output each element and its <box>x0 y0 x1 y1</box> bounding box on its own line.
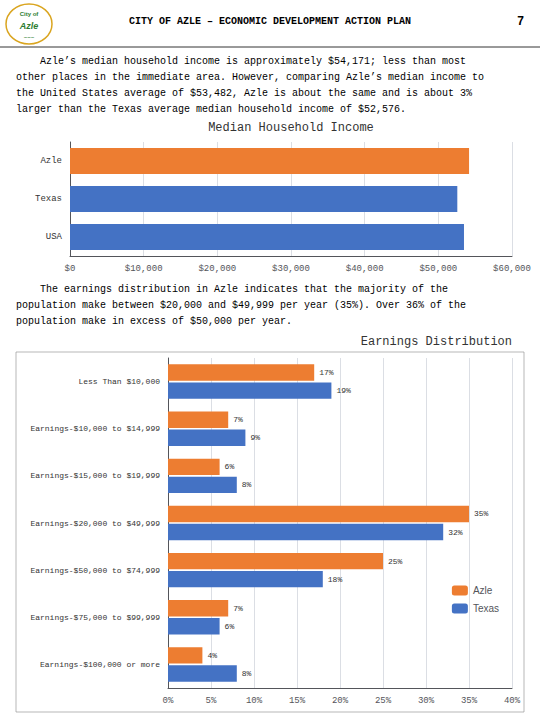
svg-text:$30,000: $30,000 <box>272 264 310 274</box>
svg-text:40%: 40% <box>504 696 521 706</box>
svg-text:$60,000: $60,000 <box>493 264 531 274</box>
svg-text:17%: 17% <box>319 368 334 377</box>
svg-text:population make in excess of $: population make in excess of $50,000 per… <box>16 316 292 327</box>
svg-text:19%: 19% <box>336 386 351 395</box>
svg-text:Earnings-$50,000 to $74,999: Earnings-$50,000 to $74,999 <box>30 566 160 575</box>
svg-text:Earnings-$10,000 to $14,999: Earnings-$10,000 to $14,999 <box>30 424 160 433</box>
svg-text:6%: 6% <box>225 622 235 631</box>
svg-text:9%: 9% <box>250 433 260 442</box>
svg-text:5%: 5% <box>206 696 217 706</box>
svg-text:Azle: Azle <box>19 21 39 31</box>
svg-text:USA: USA <box>46 232 63 242</box>
svg-text:32%: 32% <box>448 528 463 537</box>
svg-text:25%: 25% <box>375 696 392 706</box>
svg-text:6%: 6% <box>225 462 235 471</box>
svg-text:Earnings-$100,000 or more: Earnings-$100,000 or more <box>40 660 160 669</box>
svg-text:$40,000: $40,000 <box>346 264 384 274</box>
svg-text:~~~: ~~~ <box>24 34 35 40</box>
svg-text:18%: 18% <box>328 575 343 584</box>
svg-text:7%: 7% <box>233 415 243 424</box>
svg-text:Earnings-$75,000 to $99,999: Earnings-$75,000 to $99,999 <box>30 613 160 622</box>
svg-text:Texas: Texas <box>473 603 499 614</box>
svg-text:35%: 35% <box>474 509 489 518</box>
svg-text:Earnings Distribution: Earnings Distribution <box>361 335 512 349</box>
svg-text:30%: 30% <box>418 696 435 706</box>
svg-text:15%: 15% <box>289 696 306 706</box>
svg-text:8%: 8% <box>242 669 252 678</box>
svg-text:7%: 7% <box>233 604 243 613</box>
svg-text:CITY OF AZLE – ECONOMIC DEVELO: CITY OF AZLE – ECONOMIC DEVELOPMENT ACTI… <box>129 16 411 27</box>
svg-text:25%: 25% <box>388 557 403 566</box>
svg-text:larger than the Texas average: larger than the Texas average median hou… <box>16 104 406 115</box>
svg-text:Earnings-$20,000 to $49,999: Earnings-$20,000 to $49,999 <box>30 519 160 528</box>
svg-text:8%: 8% <box>242 480 252 489</box>
svg-text:Azle’s median household income: Azle’s median household income is approx… <box>16 56 466 67</box>
svg-text:$50,000: $50,000 <box>419 264 457 274</box>
svg-text:The earnings distribution in A: The earnings distribution in Azle indica… <box>16 284 448 295</box>
svg-text:Less Than $10,000: Less Than $10,000 <box>78 377 160 386</box>
svg-text:Median Household Income: Median Household Income <box>208 121 374 135</box>
svg-text:Texas: Texas <box>35 194 62 204</box>
svg-text:7: 7 <box>517 14 524 28</box>
svg-text:10%: 10% <box>246 696 263 706</box>
svg-text:20%: 20% <box>332 696 349 706</box>
svg-text:0%: 0% <box>163 696 174 706</box>
svg-text:Earnings-$15,000 to $19,999: Earnings-$15,000 to $19,999 <box>30 471 160 480</box>
svg-text:Azle: Azle <box>40 156 62 166</box>
svg-text:Azle: Azle <box>473 585 493 596</box>
svg-text:$20,000: $20,000 <box>198 264 236 274</box>
svg-text:other places in the immediate: other places in the immediate area. Howe… <box>16 72 484 83</box>
svg-text:35%: 35% <box>461 696 478 706</box>
svg-text:4%: 4% <box>207 651 217 660</box>
svg-text:population make between $20,00: population make between $20,000 and $49,… <box>16 300 466 311</box>
svg-text:$10,000: $10,000 <box>125 264 163 274</box>
svg-text:the United States average of $: the United States average of $53,482, Az… <box>16 88 472 99</box>
svg-text:City of: City of <box>20 11 40 17</box>
svg-text:$0: $0 <box>65 264 76 274</box>
